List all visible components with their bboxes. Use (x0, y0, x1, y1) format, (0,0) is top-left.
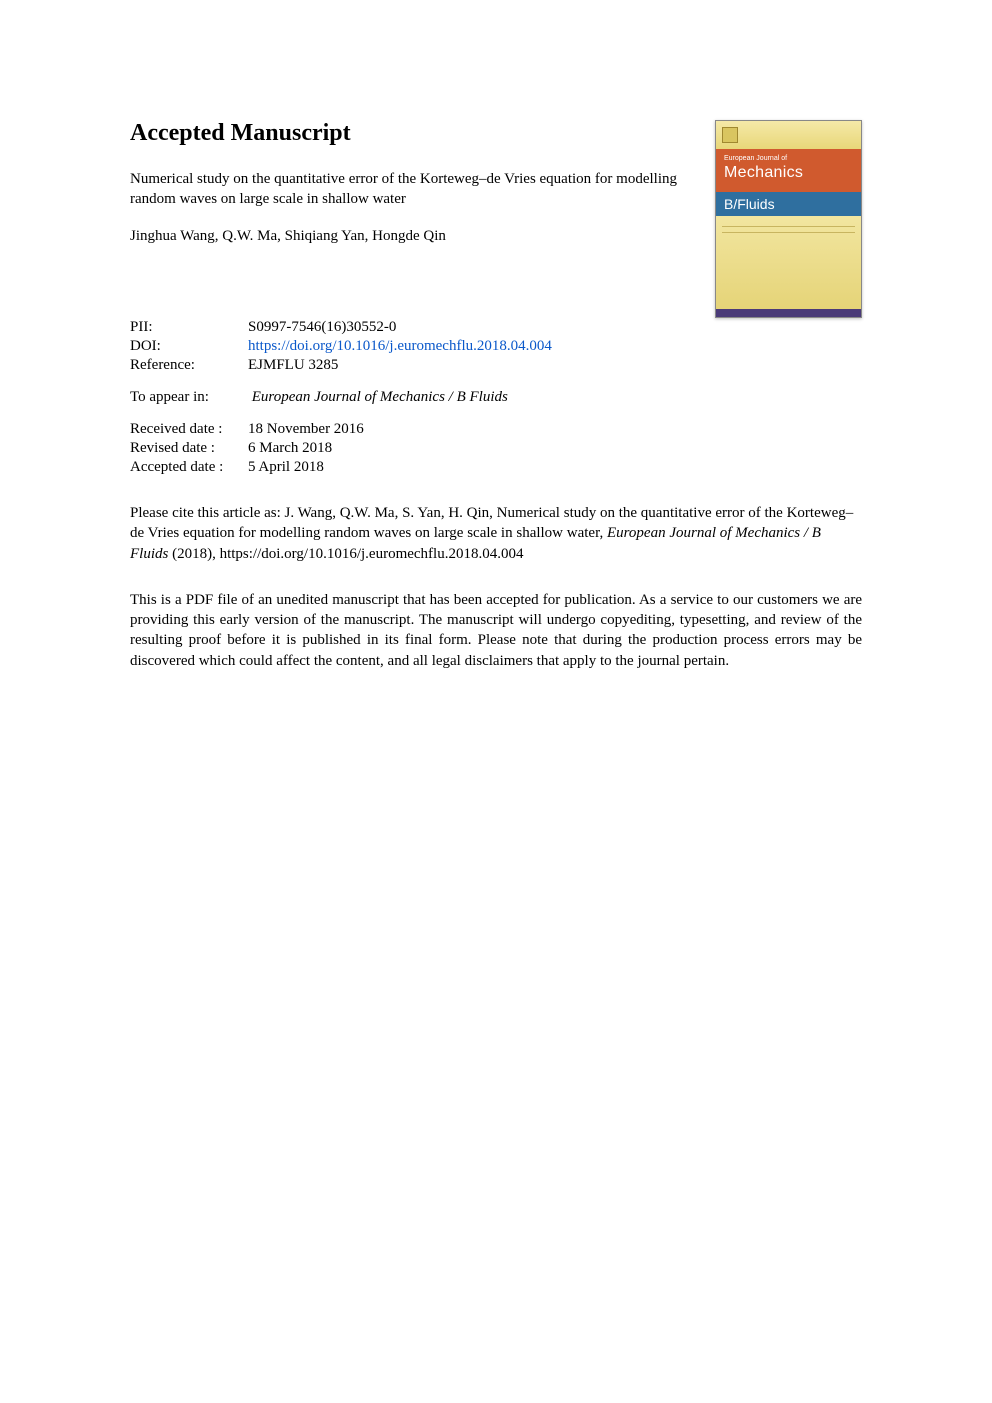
citation-block: Please cite this article as: J. Wang, Q.… (130, 503, 862, 564)
doi-link[interactable]: https://doi.org/10.1016/j.euromechflu.20… (248, 338, 552, 354)
cover-divider (722, 232, 855, 233)
article-title: Numerical study on the quantitative erro… (130, 169, 691, 210)
cover-divider (722, 226, 855, 227)
pii-label: PII: (130, 318, 248, 337)
received-label: Received date : (130, 420, 248, 439)
cover-top-strip (716, 121, 861, 149)
cover-mechanics: Mechanics (724, 164, 853, 182)
meta-row-pii: PII: S0997-7546(16)30552-0 (130, 318, 552, 337)
reference-value: EJMFLU 3285 (248, 356, 552, 375)
received-value: 18 November 2016 (248, 420, 364, 439)
accepted-value: 5 April 2018 (248, 458, 364, 477)
date-row-accepted: Accepted date : 5 April 2018 (130, 458, 364, 477)
authors-line: Jinghua Wang, Q.W. Ma, Shiqiang Yan, Hon… (130, 228, 691, 245)
accepted-label: Accepted date : (130, 458, 248, 477)
top-row: Accepted Manuscript Numerical study on t… (130, 120, 862, 318)
accepted-manuscript-page: Accepted Manuscript Numerical study on t… (0, 0, 992, 1403)
revised-value: 6 March 2018 (248, 439, 364, 458)
reference-label: Reference: (130, 356, 248, 375)
metadata-table: PII: S0997-7546(16)30552-0 DOI: https://… (130, 318, 552, 375)
journal-cover-thumbnail: European Journal of Mechanics B/Fluids (715, 120, 862, 318)
doi-label: DOI: (130, 337, 248, 356)
to-appear-journal: European Journal of Mechanics / B Fluids (252, 389, 508, 405)
to-appear-label: To appear in: (130, 389, 248, 406)
cover-publisher-icon (722, 127, 738, 143)
pii-value: S0997-7546(16)30552-0 (248, 318, 552, 337)
cover-title-block: European Journal of Mechanics (716, 149, 861, 192)
citation-year: (2018), (168, 546, 219, 562)
meta-row-doi: DOI: https://doi.org/10.1016/j.euromechf… (130, 337, 552, 356)
date-row-revised: Revised date : 6 March 2018 (130, 439, 364, 458)
cover-bottom (716, 216, 861, 317)
cover-bfluids: B/Fluids (716, 192, 861, 216)
revised-label: Revised date : (130, 439, 248, 458)
citation-doi: https://doi.org/10.1016/j.euromechflu.20… (220, 546, 524, 562)
to-appear-row: To appear in: European Journal of Mechan… (130, 389, 862, 406)
date-row-received: Received date : 18 November 2016 (130, 420, 364, 439)
meta-row-reference: Reference: EJMFLU 3285 (130, 356, 552, 375)
left-text-column: Accepted Manuscript Numerical study on t… (130, 120, 715, 283)
disclaimer-text: This is a PDF file of an unedited manusc… (130, 590, 862, 671)
page-heading: Accepted Manuscript (130, 120, 691, 147)
cover-footer-bar (716, 309, 861, 317)
dates-table: Received date : 18 November 2016 Revised… (130, 420, 364, 477)
cover-line1: European Journal of (724, 155, 853, 163)
